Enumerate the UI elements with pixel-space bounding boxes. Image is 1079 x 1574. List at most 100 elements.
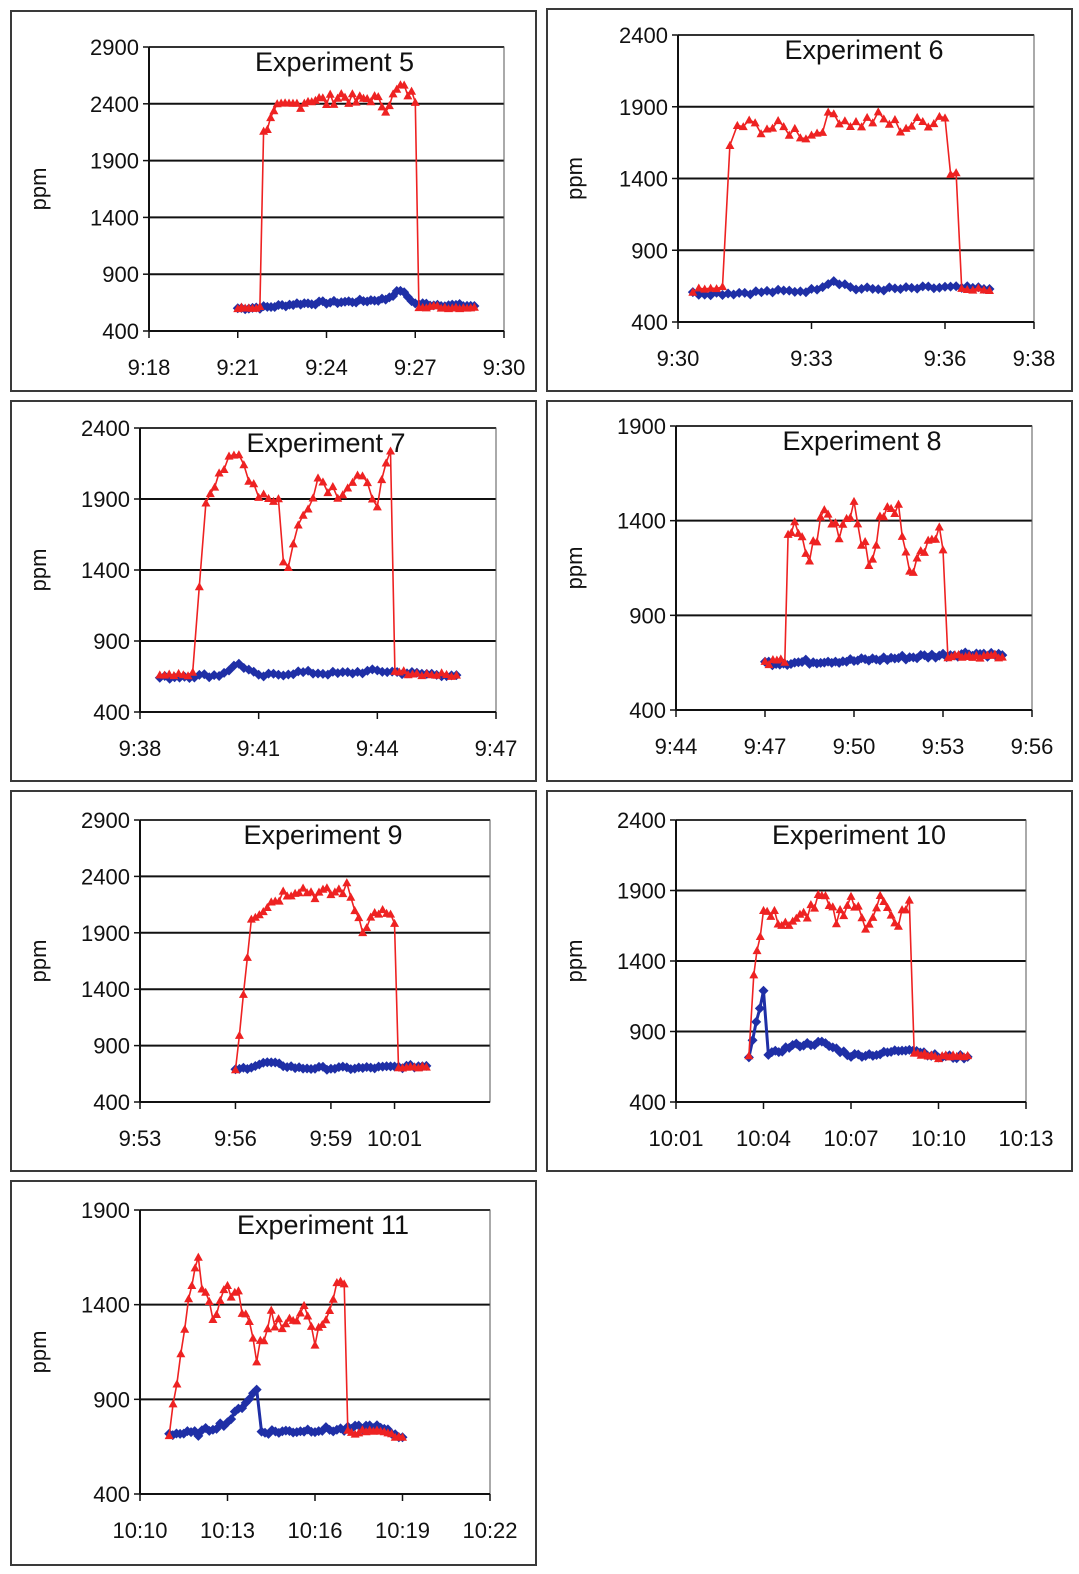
- data-point-red: [857, 122, 867, 131]
- y-tick-label: 900: [93, 1387, 130, 1412]
- data-point-red: [421, 1062, 431, 1071]
- data-point-red: [773, 116, 783, 125]
- data-point-red: [373, 92, 383, 101]
- data-point-red: [336, 89, 346, 98]
- data-point-blue: [751, 1016, 762, 1027]
- data-point-red: [328, 1294, 338, 1303]
- data-point-red: [259, 1336, 269, 1345]
- data-point-red: [313, 473, 323, 482]
- y-tick-label: 2900: [81, 808, 130, 833]
- data-point-red: [215, 1295, 225, 1305]
- data-point-blue: [789, 286, 800, 297]
- data-point-red: [799, 907, 809, 916]
- data-point-red: [879, 114, 889, 123]
- y-tick-label: 400: [93, 1090, 130, 1115]
- data-point-red: [266, 1305, 276, 1314]
- data-point-red: [871, 540, 881, 549]
- data-point-red: [244, 476, 254, 485]
- data-point-red: [860, 536, 870, 546]
- data-point-red: [255, 301, 265, 310]
- data-point-red: [985, 285, 994, 295]
- data-point-red: [795, 133, 805, 142]
- data-point-red: [384, 101, 394, 110]
- data-point-red: [194, 582, 204, 591]
- data-point-red: [816, 512, 826, 521]
- data-point-red: [901, 905, 911, 914]
- x-tick-label: 9:27: [394, 355, 437, 380]
- data-point-red: [818, 127, 828, 136]
- data-point-red: [962, 284, 972, 294]
- data-point-blue: [846, 1051, 856, 1062]
- data-point-red: [776, 654, 786, 663]
- y-tick-label: 900: [93, 629, 130, 654]
- data-point-red: [377, 102, 387, 111]
- chart-panel-6: 400 900 1400 1900 2400 10:01 10:04 10:07 10:10 10…: [546, 790, 1073, 1172]
- data-point-red: [849, 496, 859, 505]
- y-axis-title: ppm: [562, 940, 587, 983]
- data-point-red: [308, 493, 318, 502]
- data-point-red: [193, 1252, 203, 1261]
- data-point-red: [334, 884, 344, 893]
- data-point-red: [340, 92, 350, 101]
- x-tick-label: 9:47: [475, 736, 518, 761]
- data-point-red: [358, 928, 368, 937]
- data-point-red: [214, 468, 224, 477]
- y-tick-label: 1400: [617, 949, 666, 974]
- data-point-red: [183, 671, 193, 680]
- data-point-blue: [371, 1420, 382, 1431]
- data-point-blue: [253, 669, 264, 680]
- data-point-blue: [938, 648, 948, 659]
- data-point-red: [392, 84, 402, 93]
- data-point-blue: [940, 281, 950, 292]
- data-point-red: [790, 517, 800, 526]
- data-point-blue: [226, 1414, 237, 1425]
- data-point-red: [322, 883, 332, 892]
- x-tick-label: 10:10: [911, 1126, 966, 1151]
- data-point-red: [346, 892, 356, 901]
- data-point-red: [766, 911, 776, 920]
- data-point-red: [823, 107, 833, 116]
- y-tick-label: 1900: [617, 879, 666, 904]
- data-point-red: [940, 113, 950, 122]
- data-point-blue: [329, 1063, 340, 1074]
- data-point-red: [234, 450, 244, 459]
- y-tick-label: 1400: [619, 167, 668, 192]
- y-tick-label: 1900: [617, 414, 666, 439]
- data-point-blue: [831, 1043, 842, 1054]
- chart-panel-7: 400 900 1400 1900 10:10 10:13 10:16 10:19 10:22 p…: [10, 1180, 537, 1566]
- data-point-red: [890, 114, 900, 124]
- x-tick-label: 9:38: [119, 736, 162, 761]
- data-point-blue: [209, 670, 220, 681]
- data-point-red: [212, 1309, 222, 1318]
- chart-svg: 400 900 1400 1900 2400 9:38 9:41 9:44 9:47 ppm Exp…: [26, 416, 518, 761]
- data-point-red: [338, 888, 348, 898]
- data-point-red: [306, 1321, 316, 1330]
- data-point-red: [801, 134, 811, 143]
- data-point-blue: [758, 985, 769, 996]
- data-point-red: [864, 560, 874, 570]
- data-point-red: [901, 547, 911, 556]
- data-point-red: [318, 93, 328, 102]
- data-point-blue: [298, 667, 309, 678]
- data-point-red: [201, 1287, 211, 1296]
- data-point-red: [744, 1051, 754, 1060]
- x-tick-label: 9:56: [214, 1126, 257, 1151]
- data-point-red: [873, 107, 883, 116]
- data-point-red: [828, 902, 838, 911]
- x-tick-label: 10:10: [112, 1518, 167, 1543]
- plot-area: [139, 819, 491, 1103]
- y-axis-title: ppm: [26, 1331, 51, 1374]
- y-tick-label: 400: [629, 698, 666, 723]
- data-point-blue: [200, 1423, 211, 1434]
- y-tick-label: 900: [631, 238, 668, 263]
- data-point-red: [303, 1311, 313, 1320]
- data-point-red: [381, 458, 391, 467]
- data-point-red: [366, 97, 376, 106]
- data-point-red: [343, 483, 353, 492]
- data-point-red: [390, 918, 400, 927]
- y-tick-label: 400: [93, 1482, 130, 1507]
- data-point-blue: [945, 281, 956, 292]
- data-point-blue: [917, 281, 928, 292]
- y-tick-label: 2400: [617, 808, 666, 833]
- data-point-red: [403, 91, 413, 100]
